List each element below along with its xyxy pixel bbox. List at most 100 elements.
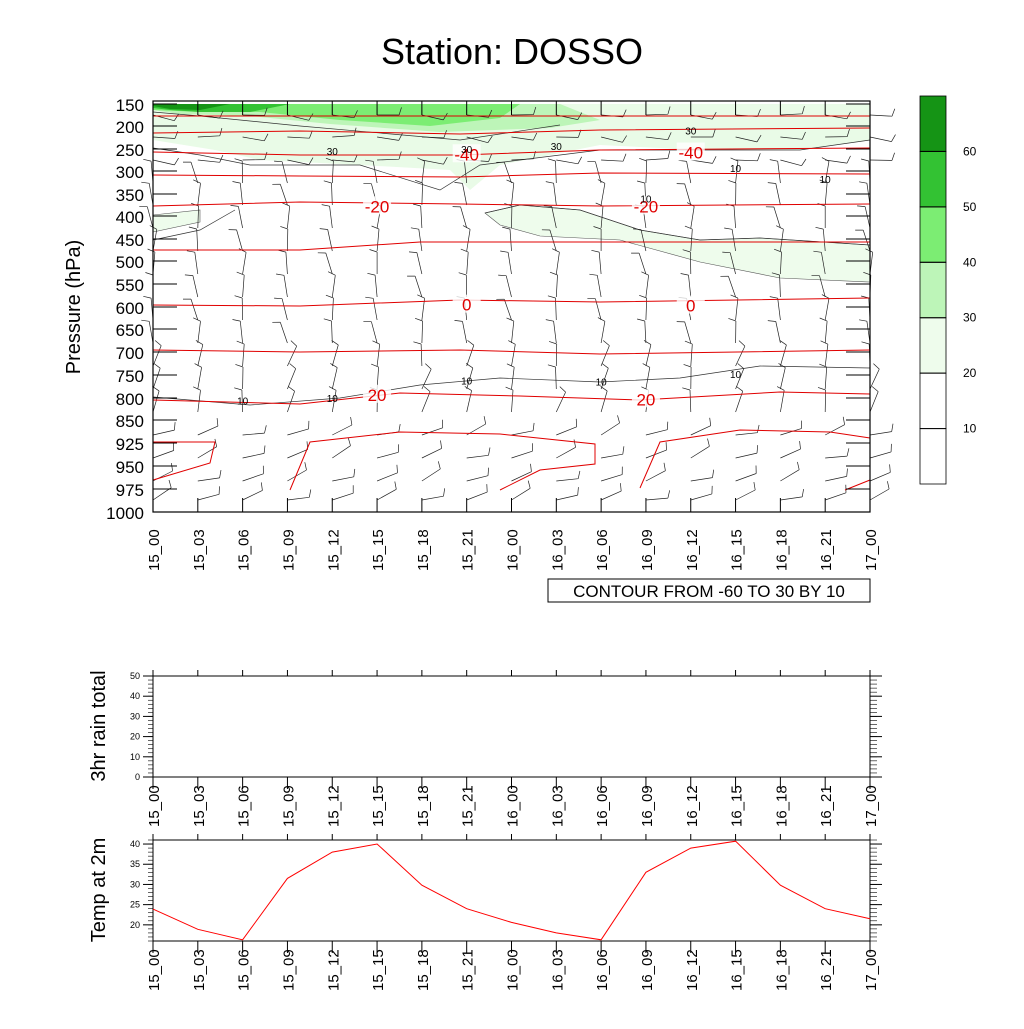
wind-barb (500, 251, 511, 274)
wind-barb (243, 482, 263, 500)
temp-contour-label: -40 (678, 144, 703, 163)
x-tick-label: 16_21 (818, 949, 835, 991)
time-tick-label: 15_06 (236, 529, 253, 571)
temp-contour-label: 0 (686, 297, 695, 316)
wind-barb (870, 464, 890, 481)
wind-barb (377, 482, 396, 501)
colorbar-bin (920, 262, 946, 317)
wind-barb (332, 417, 352, 435)
wind-barb (601, 341, 609, 367)
wind-contour-label: 30 (327, 147, 339, 158)
wind-barb (324, 181, 333, 205)
x-tick-label: 15_00 (146, 785, 163, 827)
wind-barb (731, 295, 738, 320)
colorbar-bin (920, 207, 946, 262)
wind-barb (272, 184, 287, 205)
wind-barb (691, 470, 714, 481)
x-tick-label: 16_03 (549, 949, 566, 991)
wind-barb (153, 480, 171, 500)
wind-barb (646, 422, 668, 435)
x-tick-label: 16_00 (505, 949, 522, 991)
time-tick-label: 16_12 (684, 529, 701, 571)
wind-barb (691, 486, 712, 500)
wind-barb (463, 226, 470, 251)
wind-barb (507, 364, 514, 389)
x-tick-label: 15_15 (370, 949, 387, 991)
wind-barb (601, 154, 626, 162)
wind-barb (682, 388, 691, 412)
wind-barb (639, 158, 647, 183)
wind-barb (677, 184, 691, 205)
wind-barb (237, 272, 245, 297)
wind-barb (407, 276, 422, 297)
x-tick-label: 16_03 (549, 785, 566, 827)
x-tick-label: 16_18 (773, 949, 790, 991)
wind-barb (322, 205, 333, 228)
wind-barb (870, 424, 893, 435)
wind-barb (591, 250, 601, 274)
colorbar-label: 60 (963, 144, 977, 158)
wind-barb (859, 182, 870, 205)
wind-barb (377, 465, 397, 481)
colorbar-bin (920, 151, 946, 206)
wind-barb (589, 274, 601, 297)
wind-barb (467, 468, 489, 481)
time-tick-label: 15_03 (191, 529, 208, 571)
colorbar-label: 50 (963, 200, 977, 214)
wind-barb (324, 319, 333, 343)
colorbar-bin (920, 373, 946, 428)
wind-barb (556, 387, 565, 412)
wind-barb (287, 462, 306, 481)
wind-barb (282, 203, 289, 228)
time-tick-label: 15_00 (146, 529, 163, 571)
wind-barb (825, 469, 847, 482)
wind-barb (143, 159, 153, 183)
x-tick-label: 15_21 (460, 949, 477, 991)
wind-barb (326, 295, 334, 320)
wind-barb (819, 364, 826, 389)
wind-barb (237, 341, 245, 366)
wind-barb (153, 158, 179, 165)
wind-barb (549, 341, 557, 366)
wind-barb (422, 488, 445, 500)
pressure-tick-label: 550 (116, 276, 144, 295)
x-tick-label: 16_12 (684, 949, 701, 991)
wind-barb (646, 490, 670, 500)
pressure-tick-label: 450 (116, 231, 144, 250)
contour-note: CONTOUR FROM -60 TO 30 BY 10 (573, 582, 845, 601)
wind-barb (601, 446, 624, 458)
temp-contour-8 (153, 392, 870, 404)
wind-barb (646, 463, 666, 481)
wind-barb (506, 387, 513, 412)
wind-barb (720, 276, 735, 297)
y-tick-label: 0 (135, 772, 140, 782)
wind-barb (548, 365, 556, 389)
wind-barb (287, 490, 310, 501)
pressure-tick-label: 800 (116, 390, 144, 409)
y-tick-label: 50 (130, 671, 140, 681)
wind-barb (780, 489, 803, 500)
wind-barb (768, 321, 781, 343)
wind-barb (502, 227, 511, 251)
wind-barb (195, 364, 202, 389)
time-tick-label: 16_21 (818, 529, 835, 571)
wind-barb (233, 320, 243, 344)
wind-barb (859, 320, 870, 343)
pressure-tick-label: 850 (116, 412, 144, 431)
x-tick-label: 16_00 (505, 785, 522, 827)
pressure-tick-label: 200 (116, 118, 144, 137)
colorbar-bin (920, 318, 946, 373)
x-tick-label: 15_09 (280, 785, 297, 827)
wind-barb (243, 466, 264, 481)
x-tick-label: 16_12 (684, 785, 701, 827)
wind-barb (461, 249, 468, 274)
wind-barb (861, 296, 870, 320)
y-tick-label: 10 (130, 752, 140, 762)
wind-barb (332, 340, 339, 366)
temp-contour-9 (153, 442, 215, 480)
wind-barb (417, 295, 424, 320)
